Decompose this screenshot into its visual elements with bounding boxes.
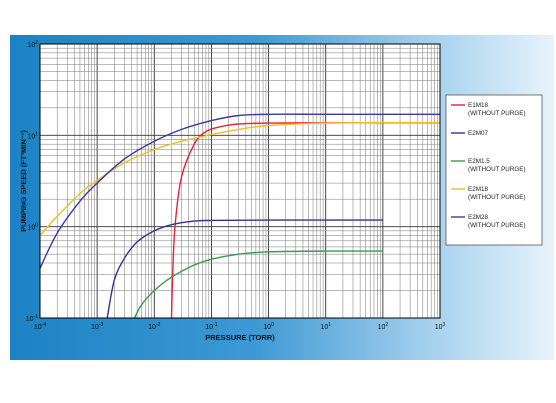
chart-panel: 10-4 10-3 10-2 10-1 100 101 102 103 10-1 100 101 1… bbox=[10, 35, 554, 360]
x-tick-label: 10-1 bbox=[205, 322, 217, 331]
legend-label: E2M07 bbox=[468, 130, 488, 137]
x-tick-labels: 10-4 10-3 10-2 10-1 100 101 102 103 bbox=[34, 322, 446, 331]
legend-sublabel: (WITHOUT PURGE) bbox=[468, 222, 526, 229]
legend-label: E1M18 bbox=[468, 102, 488, 109]
y-axis-title: PUMPING SPEED (FT³MIN⁻¹) bbox=[19, 130, 28, 232]
legend-label: E2M1.5 bbox=[468, 158, 490, 165]
series-line-e2m28 bbox=[39, 113, 440, 269]
series-line-e2m18 bbox=[39, 121, 441, 236]
chart: 10-4 10-3 10-2 10-1 100 101 102 103 10-11001011… bbox=[19, 40, 543, 342]
x-tick-label: 10-3 bbox=[91, 322, 103, 331]
legend-sublabel: (WITHOUT PURGE) bbox=[468, 110, 526, 117]
plot-area bbox=[40, 44, 440, 318]
x-tick-label: 101 bbox=[320, 322, 331, 331]
plot-frame bbox=[39, 43, 441, 319]
x-tick-label: 100 bbox=[263, 322, 274, 331]
x-tick-label: 10-2 bbox=[148, 322, 160, 331]
legend-label: E2M18 bbox=[468, 186, 488, 193]
series-line-e2m1-5 bbox=[133, 250, 383, 319]
legend-sublabel: (WITHOUT PURGE) bbox=[468, 194, 526, 201]
x-tick-label: 102 bbox=[378, 322, 389, 331]
legend: E1M18(WITHOUT PURGE)E2M07E2M1.5(WITHOUT … bbox=[445, 94, 543, 246]
x-tick-label: 10-4 bbox=[34, 322, 46, 331]
series-lines bbox=[39, 113, 441, 319]
y-tick-label: 102 bbox=[27, 40, 38, 49]
series-line-e2m07 bbox=[106, 219, 383, 319]
x-tick-label: 103 bbox=[435, 322, 446, 331]
x-axis-title: PRESSURE (TORR) bbox=[205, 333, 275, 342]
y-tick-label: 101 bbox=[27, 131, 38, 140]
legend-label: E2M28 bbox=[468, 214, 488, 221]
legend-box bbox=[445, 94, 543, 246]
y-tick-labels: 10-1 100 101 102 bbox=[26, 40, 38, 323]
y-tick-label: 100 bbox=[27, 223, 38, 232]
legend-sublabel: (WITHOUT PURGE) bbox=[468, 166, 526, 173]
y-tick-label: 10-1 bbox=[26, 314, 38, 323]
